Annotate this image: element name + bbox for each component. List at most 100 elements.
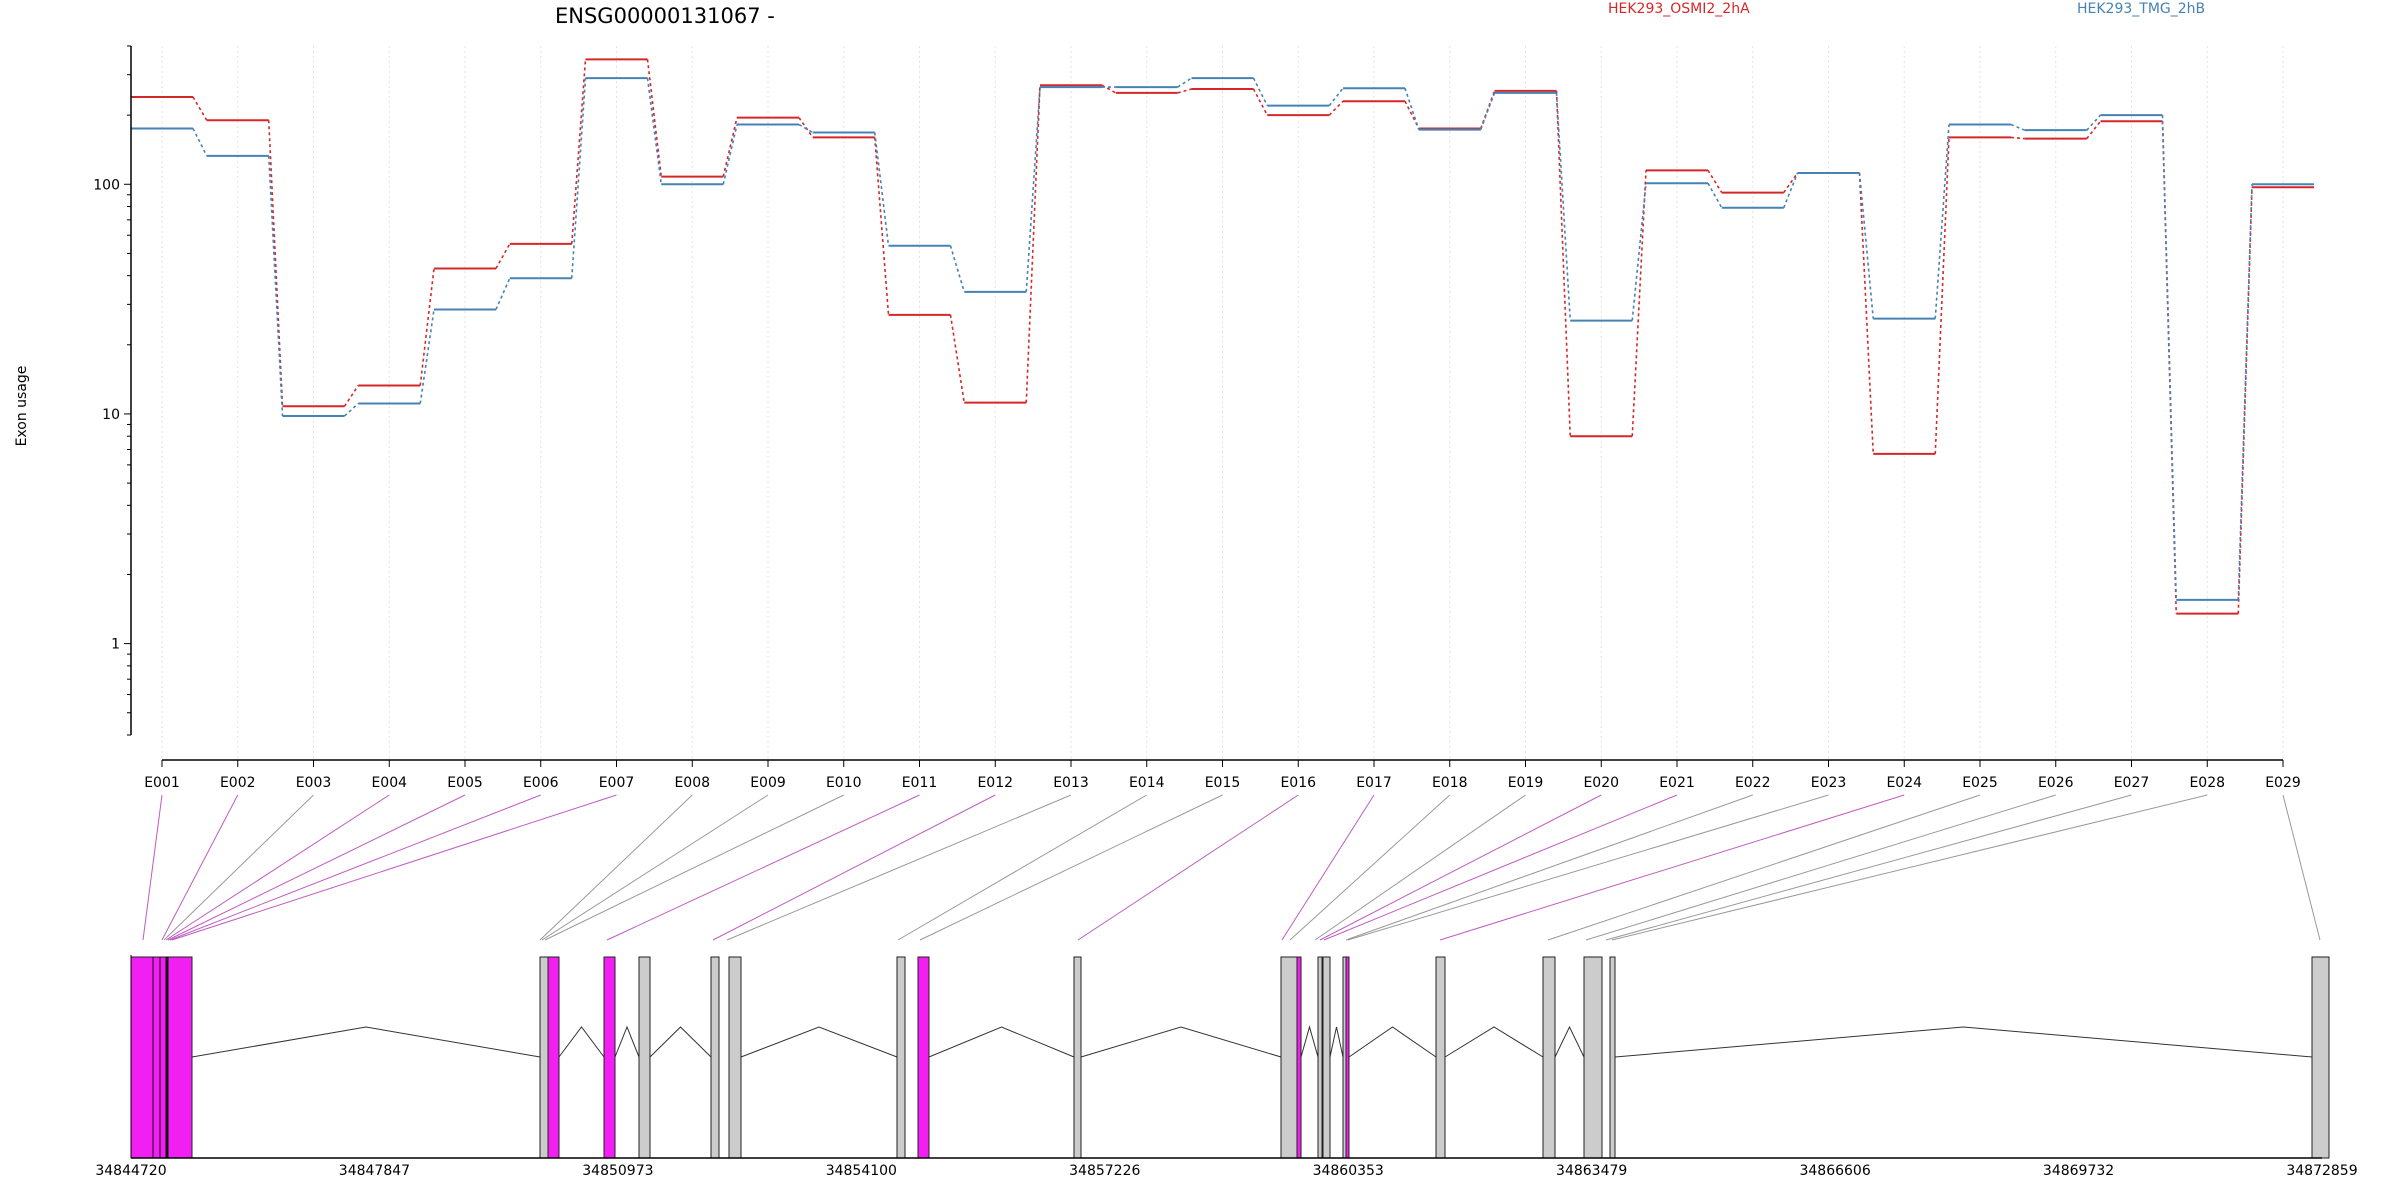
exon-link [1077,794,1299,941]
x-tick-label: E016 [1280,775,1316,791]
exon-link [1439,794,1905,941]
series-connector [343,385,359,407]
series-connector [1480,92,1496,130]
exon-box [539,956,549,1159]
x-axis: E001 E002 E003 E004 E005 E006 E007 E008 E009 E010… [144,759,2301,791]
intron [191,1026,541,1058]
series-connector [570,59,587,244]
x-tick-label: E004 [371,775,407,791]
exon-box [547,956,560,1159]
exon-link [1347,794,1829,941]
x-tick-label: E009 [750,775,786,791]
x-tick-label: E014 [1129,775,1165,791]
genomic-tick-label: 34869732 [2043,1163,2114,1179]
intron [1080,1026,1282,1058]
intron [1348,1026,1437,1058]
exon-link [1547,794,1981,941]
x-tick-label: E001 [144,775,180,791]
series-connector [1328,87,1344,107]
exon-link [1281,794,1375,941]
x-tick-label: E028 [2189,775,2225,791]
genomic-axis: 34844720 34847847 34850973 34854100 34857226… [95,955,2358,1179]
x-tick-label: E026 [2038,775,2074,791]
intron [1329,1026,1344,1058]
exon-box [1280,956,1298,1159]
exon-box [728,956,742,1159]
series-connector [1783,172,1799,209]
series-connector [722,124,738,185]
y-tick-label: 10 [102,407,120,423]
legend-label-osmi2: HEK293_OSMI2_2hA [1608,1,1750,17]
x-tick-label: E020 [1583,775,1619,791]
exon-box [1322,956,1331,1159]
y-tick-label: 1 [111,637,120,653]
genomic-tick-label: 34860353 [1313,1163,1384,1179]
exon-links [142,794,2321,941]
exon-box [130,956,193,1159]
exon-link [1323,794,1678,941]
series-connector [1707,169,1723,194]
series-connector [2161,115,2178,600]
exon-link [2282,794,2321,941]
series-connector [267,120,284,407]
exon-link [167,794,466,941]
x-tick-label: E022 [1735,775,1771,791]
exon-link [1345,794,1753,941]
series-connector [949,245,966,293]
series-connector [1934,137,1950,454]
genomic-tick-label: 34872859 [2286,1163,2357,1179]
series-connector [1858,172,1875,454]
exon-link [161,794,239,941]
intron [1300,1025,1319,1058]
genomic-tick-label: 34854100 [826,1163,897,1179]
exon-box [1317,956,1323,1159]
series-tmg [131,77,2314,601]
exon-box [603,956,616,1159]
exon-link [539,794,693,941]
exon-link [142,794,163,941]
x-tick-label: E002 [220,775,256,791]
series-connector [646,77,663,185]
genomic-tick-label: 34863479 [1556,1163,1627,1179]
y-axis: 1 10 100 [93,45,132,736]
series-connector [192,96,208,121]
exon-link [1319,794,1602,941]
x-tick-label: E013 [1053,775,1089,791]
series-connector [343,402,359,417]
x-tick-label: E029 [2265,775,2301,791]
intron [1554,1025,1585,1058]
intron [649,1026,712,1058]
intron [558,1026,605,1058]
exon-link [897,794,1148,941]
series-connector [1783,172,1799,194]
exon-link [1605,794,2132,941]
series-connector [2010,136,2025,140]
exon-box [896,956,906,1159]
x-tick-label: E021 [1659,775,1695,791]
exon-link [919,794,1223,941]
intron [740,1026,898,1058]
exon-link [1289,794,1451,941]
exon-link [1611,794,2208,941]
exon-link [726,794,1072,941]
intron [928,1026,1075,1058]
legend-label-tmg: HEK293_TMG_2hB [2077,1,2205,17]
series-connector [722,117,738,177]
gene-model [130,956,2330,1159]
exon-link [169,794,541,941]
x-tick-label: E010 [826,775,862,791]
series-connector [2237,187,2253,614]
exon-box [917,956,930,1159]
x-tick-label: E019 [1508,775,1544,791]
series-connector [873,132,890,246]
exon-box [1073,956,1082,1159]
series-connector [1328,100,1344,116]
intron [614,1025,640,1058]
exon-box [1583,956,1603,1159]
x-tick-label: E003 [296,775,332,791]
x-tick-label: E007 [599,775,635,791]
series-connector [646,59,663,177]
exon-box [1542,956,1556,1159]
series-connector [798,117,814,138]
